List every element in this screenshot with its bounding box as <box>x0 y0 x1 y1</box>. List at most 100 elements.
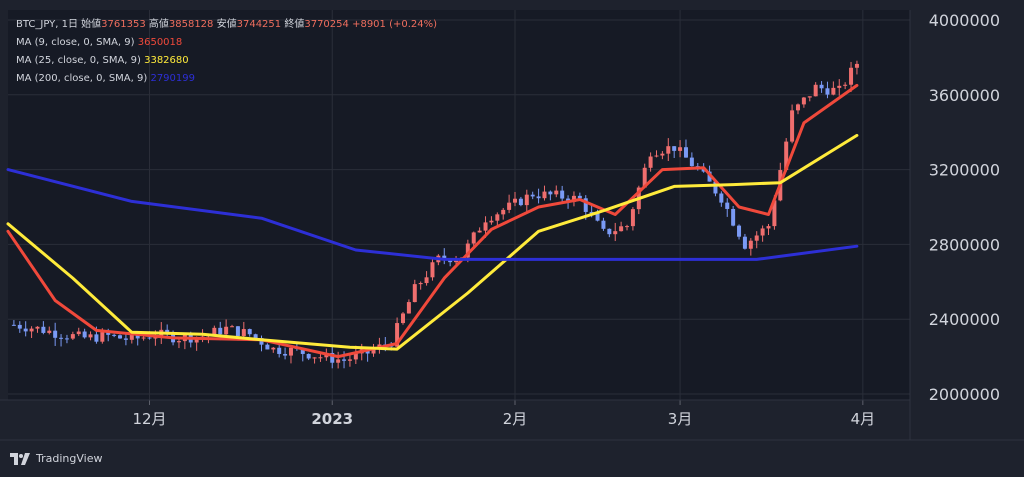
candle-body <box>589 211 594 214</box>
candle <box>165 324 170 338</box>
candle <box>560 185 565 204</box>
candle <box>713 180 718 197</box>
candle-body <box>530 194 535 197</box>
candle-body <box>548 191 553 195</box>
candle-body <box>501 209 506 215</box>
candle-body <box>719 193 724 203</box>
legend-ma-label: MA (25, close, 0, SMA, 9) <box>16 55 141 66</box>
tradingview-branding[interactable]: TradingView <box>10 452 102 465</box>
candle-body <box>94 334 99 342</box>
candle-body <box>666 146 671 154</box>
legend-ma-label: MA (200, close, 0, SMA, 9) <box>16 73 148 84</box>
candle-body <box>813 84 818 97</box>
candle <box>825 81 830 99</box>
candle <box>400 312 405 325</box>
candle-body <box>672 146 677 151</box>
candle-body <box>595 213 600 221</box>
candle-body <box>259 338 264 345</box>
candle-body <box>112 334 117 336</box>
candle-body <box>283 353 288 356</box>
candle <box>35 326 40 333</box>
y-tick-label: 2400000 <box>929 310 1000 329</box>
candle-body <box>241 329 246 337</box>
candle <box>271 347 276 353</box>
candle-body <box>312 357 317 359</box>
candle-body <box>507 202 512 210</box>
candle-body <box>135 334 140 339</box>
candle-body <box>725 202 730 209</box>
candle-body <box>660 153 665 156</box>
legend-symbol: BTC_JPY, 1日 <box>16 19 78 30</box>
candle <box>17 321 22 333</box>
candle-body <box>395 323 400 347</box>
candle <box>112 333 117 338</box>
ma-line-2 <box>6 168 859 261</box>
candle <box>29 326 34 338</box>
candle-body <box>23 328 28 332</box>
candle-body <box>837 85 842 88</box>
candle <box>241 321 246 338</box>
candle <box>347 355 352 367</box>
legend-ma-row: MA (200, close, 0, SMA, 9) 2790199 <box>16 70 437 88</box>
candle-body <box>542 191 547 199</box>
candle <box>571 191 576 207</box>
candle <box>59 334 64 347</box>
legend-ma-label: MA (9, close, 0, SMA, 9) <box>16 37 135 48</box>
candle-body <box>683 147 688 158</box>
candle-body <box>141 337 146 339</box>
candle <box>64 334 69 344</box>
candle <box>495 212 500 227</box>
candle <box>501 207 506 220</box>
candle <box>406 299 411 314</box>
candle <box>742 233 747 250</box>
candle-body <box>707 171 712 182</box>
legend-ma-row: MA (9, close, 0, SMA, 9) 3650018 <box>16 34 437 52</box>
candle <box>660 151 665 160</box>
candle-body <box>82 331 87 338</box>
candle <box>47 326 52 335</box>
candle <box>837 79 842 96</box>
candle-body <box>642 167 647 188</box>
candle <box>613 222 618 242</box>
candle <box>607 228 612 238</box>
candle <box>683 139 688 158</box>
candle-body <box>854 63 859 68</box>
candle-body <box>754 235 759 241</box>
legend-ma-row: MA (25, close, 0, SMA, 9) 3382680 <box>16 52 437 70</box>
candle-body <box>689 157 694 167</box>
candle <box>118 334 123 339</box>
candle-body <box>412 284 417 303</box>
candle <box>843 82 848 90</box>
candle <box>666 138 671 162</box>
candle-body <box>483 222 488 231</box>
candle-body <box>748 240 753 249</box>
candle <box>760 225 765 242</box>
candle-body <box>766 226 771 229</box>
candle-body <box>619 226 624 232</box>
y-tick-label: 2000000 <box>929 385 1000 404</box>
legend-high-label: 高値 <box>148 19 169 30</box>
y-tick-label: 3200000 <box>929 161 1000 180</box>
candle-body <box>129 334 134 340</box>
candle <box>689 152 694 167</box>
candle <box>471 231 476 247</box>
candle-body <box>88 334 93 338</box>
candle-body <box>123 338 128 340</box>
candle <box>518 196 523 207</box>
candle <box>230 324 235 328</box>
x-tick-label: 3月 <box>668 410 693 428</box>
candle-body <box>625 226 630 228</box>
candle-body <box>524 194 529 206</box>
candle-body <box>35 326 40 329</box>
legend-high-value: 3858128 <box>168 19 214 30</box>
candle-body <box>371 349 376 354</box>
candle <box>754 231 759 249</box>
candle-body <box>825 88 830 95</box>
candle-body <box>300 348 305 354</box>
candle-body <box>613 231 618 235</box>
ma-line-0 <box>6 83 859 359</box>
ma-line-1 <box>6 133 859 351</box>
x-tick-label: 4月 <box>851 410 876 428</box>
